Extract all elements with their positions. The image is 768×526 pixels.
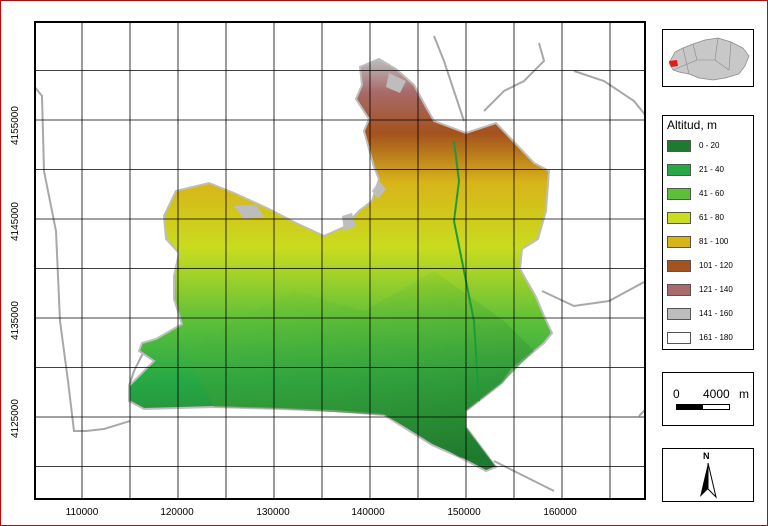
x-tick-label: 140000 <box>351 507 385 518</box>
study-area-relief <box>128 57 554 473</box>
x-tick-label: 160000 <box>543 507 577 518</box>
scale-zero-label: 0 <box>673 387 680 401</box>
locator-map-box <box>662 29 754 87</box>
x-tick-label: 150000 <box>447 507 481 518</box>
y-tick-label: 4135000 <box>10 301 21 340</box>
scale-unit-label: m <box>739 387 749 401</box>
y-tick-label: 4145000 <box>10 202 21 241</box>
north-arrow-box: N <box>662 448 754 502</box>
y-tick-label: 4125000 <box>10 399 21 438</box>
legend-swatch <box>667 236 691 248</box>
legend-swatch <box>667 308 691 320</box>
legend-label: 0 - 20 <box>699 141 720 150</box>
legend-label: 81 - 100 <box>699 237 729 246</box>
legend-title: Altitud, m <box>667 118 718 132</box>
north-letter: N <box>703 451 710 461</box>
scale-distance-label: 4000 <box>703 387 730 401</box>
legend-swatch <box>667 164 691 176</box>
x-tick-label: 110000 <box>65 507 99 518</box>
legend-swatch <box>667 284 691 296</box>
map-neatline <box>34 21 646 500</box>
x-tick-label: 130000 <box>256 507 290 518</box>
legend-label: 161 - 180 <box>699 333 733 342</box>
legend-swatch <box>667 140 691 152</box>
scale-bar <box>676 404 730 410</box>
scale-bar-segment <box>677 405 703 409</box>
legend-swatch <box>667 188 691 200</box>
scale-bar-box: 0 4000 m <box>662 372 754 426</box>
legend-label: 121 - 140 <box>699 285 733 294</box>
road-lines <box>34 35 646 492</box>
legend-label: 21 - 40 <box>699 165 724 174</box>
legend-swatch <box>667 332 691 344</box>
legend-label: 41 - 60 <box>699 189 724 198</box>
legend-label: 101 - 120 <box>699 261 733 270</box>
x-tick-label: 120000 <box>160 507 194 518</box>
legend-label: 61 - 80 <box>699 213 724 222</box>
legend-label: 141 - 160 <box>699 309 733 318</box>
legend: Altitud, m 0 - 20 21 - 40 41 - 60 61 - 8… <box>662 115 754 350</box>
map-grid <box>34 21 646 500</box>
andalusia-locator-map-icon <box>668 37 750 81</box>
legend-swatch <box>667 260 691 272</box>
north-arrow-icon <box>700 462 717 499</box>
elevation-map <box>34 21 646 500</box>
y-tick-label: 4155000 <box>10 106 21 145</box>
legend-swatch <box>667 212 691 224</box>
